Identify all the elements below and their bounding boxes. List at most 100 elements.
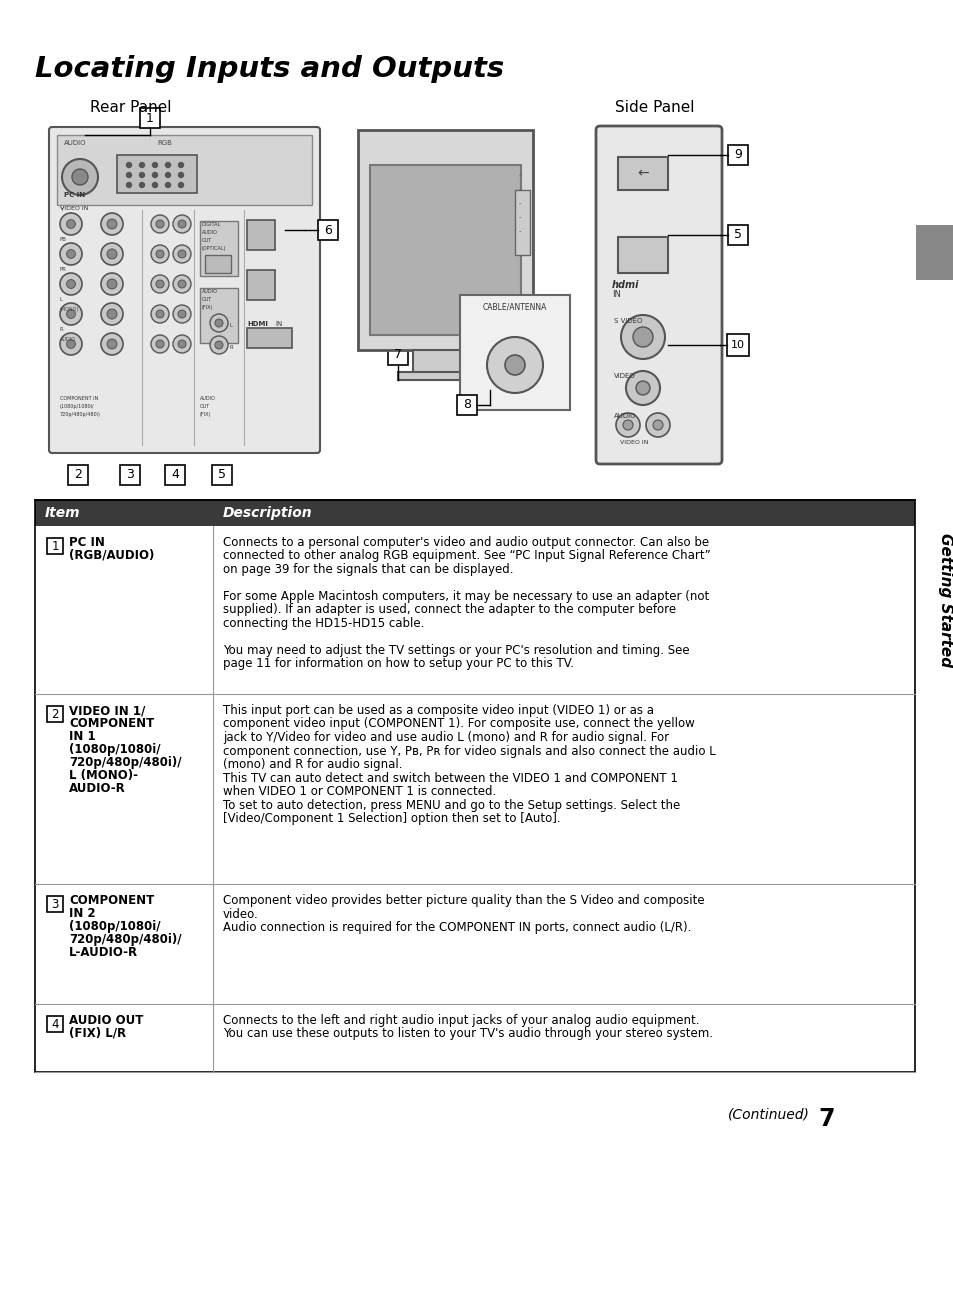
Circle shape (172, 215, 191, 233)
Text: VIDEO: VIDEO (614, 374, 635, 379)
Text: R: R (60, 327, 64, 332)
Bar (57, 135, 312, 205)
Bar (515, 189, 530, 256)
Bar (47, 1016, 63, 1032)
Circle shape (151, 335, 169, 353)
Circle shape (178, 183, 183, 188)
Text: VIDEO IN 1/: VIDEO IN 1/ (69, 704, 145, 717)
Bar (68, 466, 88, 485)
Bar (727, 145, 747, 165)
Circle shape (60, 213, 82, 235)
Circle shape (504, 355, 524, 375)
Text: 720p/480p/480i)/: 720p/480p/480i)/ (69, 933, 181, 946)
Circle shape (214, 319, 223, 327)
Circle shape (107, 279, 117, 289)
Text: connecting the HD15-HD15 cable.: connecting the HD15-HD15 cable. (223, 617, 424, 630)
Text: OUT: OUT (202, 297, 212, 302)
Text: L-AUDIO-R: L-AUDIO-R (69, 946, 138, 958)
Text: Side Panel: Side Panel (615, 100, 694, 115)
Circle shape (486, 337, 542, 393)
Text: (FIX): (FIX) (202, 305, 213, 310)
Text: Component video provides better picture quality than the S Video and composite: Component video provides better picture … (223, 894, 704, 907)
Circle shape (139, 173, 144, 178)
Text: COMPONENT: COMPONENT (69, 894, 154, 907)
Text: You can use these outputs to listen to your TV's audio through your stereo syste: You can use these outputs to listen to y… (223, 1027, 712, 1040)
Text: PB: PB (60, 237, 67, 243)
Text: (Continued): (Continued) (727, 1108, 809, 1121)
Text: page 11 for information on how to setup your PC to this TV.: page 11 for information on how to setup … (223, 658, 574, 671)
Circle shape (178, 280, 186, 288)
Text: 9: 9 (733, 148, 741, 162)
Text: jack to Y/Video for video and use audio L (mono) and R for audio signal. For: jack to Y/Video for video and use audio … (223, 732, 668, 744)
Text: AUDIO: AUDIO (200, 396, 215, 401)
Circle shape (151, 215, 169, 233)
Circle shape (127, 183, 132, 188)
Text: 4: 4 (171, 468, 179, 481)
Circle shape (622, 420, 633, 431)
Bar (35, 527, 914, 694)
Text: hdmi: hdmi (612, 280, 639, 291)
Circle shape (152, 173, 157, 178)
Text: video.: video. (223, 908, 258, 921)
Text: -: - (518, 214, 521, 220)
Circle shape (62, 160, 98, 195)
Circle shape (151, 245, 169, 263)
Bar (247, 270, 274, 300)
Bar (357, 130, 533, 350)
Text: 3: 3 (51, 898, 59, 910)
Text: component video input (COMPONENT 1). For composite use, connect the yellow: component video input (COMPONENT 1). For… (223, 717, 694, 730)
Bar (212, 466, 232, 485)
Circle shape (178, 220, 186, 228)
Circle shape (616, 412, 639, 437)
Circle shape (107, 339, 117, 349)
Text: AUDIO: AUDIO (202, 230, 217, 235)
Bar (35, 694, 914, 885)
Bar (727, 224, 747, 245)
Text: AUDIO: AUDIO (614, 412, 636, 419)
Text: -: - (518, 185, 521, 192)
Circle shape (101, 272, 123, 294)
Bar (200, 220, 237, 276)
Text: AUDIO: AUDIO (60, 337, 76, 342)
Text: HDMI: HDMI (247, 320, 268, 327)
Text: 7: 7 (817, 1108, 834, 1131)
Circle shape (210, 314, 228, 332)
Text: Locating Inputs and Outputs: Locating Inputs and Outputs (35, 54, 504, 83)
Text: (1080p/1080i/: (1080p/1080i/ (69, 743, 160, 756)
Text: (MONO): (MONO) (60, 307, 79, 313)
Text: OUT: OUT (202, 239, 212, 243)
FancyBboxPatch shape (49, 127, 319, 453)
Circle shape (67, 310, 75, 318)
Text: This input port can be used as a composite video input (VIDEO 1) or as a: This input port can be used as a composi… (223, 704, 654, 717)
Text: Audio connection is required for the COMPONENT IN ports, connect audio (L/R).: Audio connection is required for the COM… (223, 921, 691, 934)
Text: To set to auto detection, press MENU and go to the Setup settings. Select the: To set to auto detection, press MENU and… (223, 799, 679, 812)
Bar (388, 345, 408, 364)
Circle shape (652, 420, 662, 431)
Text: when VIDEO 1 or COMPONENT 1 is connected.: when VIDEO 1 or COMPONENT 1 is connected… (223, 785, 496, 798)
Bar (47, 896, 63, 912)
Text: (1080p/1080i/: (1080p/1080i/ (69, 920, 160, 933)
Bar (413, 350, 477, 375)
Circle shape (101, 243, 123, 265)
Text: Getting Started: Getting Started (938, 533, 952, 667)
Text: 2: 2 (51, 707, 59, 721)
Bar (47, 706, 63, 722)
Text: 2: 2 (74, 468, 82, 481)
Circle shape (633, 327, 652, 348)
Circle shape (178, 173, 183, 178)
Circle shape (151, 305, 169, 323)
Bar (140, 108, 160, 128)
Circle shape (101, 213, 123, 235)
Circle shape (60, 303, 82, 326)
Text: 720p/480p/480i): 720p/480p/480i) (60, 412, 101, 418)
Text: S VIDEO: S VIDEO (614, 318, 641, 324)
Bar (370, 165, 520, 335)
Circle shape (156, 310, 164, 318)
Circle shape (156, 220, 164, 228)
Circle shape (636, 381, 649, 396)
Circle shape (645, 412, 669, 437)
Circle shape (210, 336, 228, 354)
Circle shape (127, 162, 132, 167)
Text: 4: 4 (51, 1018, 59, 1031)
Text: PC IN: PC IN (69, 536, 105, 549)
